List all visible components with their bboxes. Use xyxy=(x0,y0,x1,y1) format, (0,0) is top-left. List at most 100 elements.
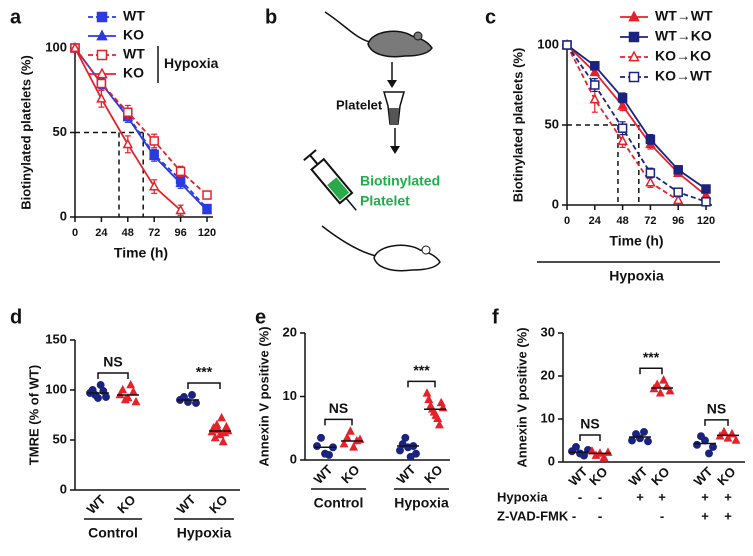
x-tick-label: WT xyxy=(691,464,716,489)
point xyxy=(69,41,81,52)
condition-sign: - xyxy=(598,508,602,523)
y-tick-label: 10 xyxy=(283,388,297,403)
significance-label: *** xyxy=(413,362,430,378)
point xyxy=(645,168,656,178)
legend-label: WT→KO xyxy=(655,28,712,44)
point xyxy=(435,419,444,429)
point xyxy=(422,388,432,397)
series-line xyxy=(566,44,679,201)
point xyxy=(562,40,572,50)
point xyxy=(659,375,669,384)
significance-bracket xyxy=(704,419,729,426)
y-tick-label: 0 xyxy=(552,196,559,211)
point xyxy=(349,442,359,451)
legend-marker xyxy=(628,31,640,43)
significance-bracket xyxy=(579,434,601,441)
y-tick-label: 50 xyxy=(53,124,67,139)
x-tick-label: 24 xyxy=(589,215,602,227)
legend-label: KO xyxy=(123,65,144,81)
condition-sign: + xyxy=(724,489,732,504)
x-tick-label: KO xyxy=(586,464,610,488)
y-tick-label: 50 xyxy=(545,116,559,131)
point xyxy=(617,93,628,103)
point xyxy=(396,446,404,455)
y-axis-label: Biotinylated platelets (%) xyxy=(510,48,525,203)
point xyxy=(342,432,352,442)
x-tick-label: WT xyxy=(84,492,109,517)
mouse-ear xyxy=(413,31,423,41)
point xyxy=(123,107,133,117)
x-tick-label: WT xyxy=(394,462,419,487)
legend-marker xyxy=(96,67,108,79)
y-tick-label: 100 xyxy=(45,381,67,396)
point xyxy=(175,177,186,188)
point xyxy=(628,436,636,445)
x-tick-label: 24 xyxy=(95,227,108,239)
point xyxy=(731,435,741,444)
arrow-head xyxy=(387,80,397,88)
y-tick-label: 20 xyxy=(541,367,555,382)
legend-group-label: Hypoxia xyxy=(164,55,219,71)
x-tick-label: 96 xyxy=(672,215,684,227)
point xyxy=(148,150,160,161)
tube-content xyxy=(389,108,399,124)
mouse-tail xyxy=(321,225,377,257)
y-tick-label: 50 xyxy=(53,431,67,446)
significance-label: NS xyxy=(103,354,122,370)
point xyxy=(589,66,601,77)
legend-marker xyxy=(628,71,640,83)
point xyxy=(128,386,138,396)
syringe xyxy=(303,149,357,211)
condition-sign: - xyxy=(660,508,664,523)
diagram-text: Platelet xyxy=(336,97,383,112)
condition-sign: - xyxy=(578,489,582,504)
x-axis-label: Time (h) xyxy=(114,245,168,261)
point xyxy=(652,379,662,388)
point xyxy=(673,165,683,175)
point xyxy=(218,436,228,446)
legend-marker xyxy=(628,50,640,62)
point xyxy=(673,187,683,197)
point xyxy=(217,412,227,422)
condition-sign: + xyxy=(724,508,732,523)
x-tick-label: KO xyxy=(714,464,738,488)
point xyxy=(644,437,652,446)
x-tick-label: WT xyxy=(174,492,199,517)
y-axis-label: Annexin V positive (%) xyxy=(514,327,529,467)
x-tick-label: KO xyxy=(648,464,672,488)
point xyxy=(192,399,200,407)
point xyxy=(122,138,134,149)
x-tick-label: 120 xyxy=(697,215,715,227)
panel-label: c xyxy=(485,6,496,28)
x-tick-label: 48 xyxy=(122,227,134,239)
significance-bracket xyxy=(324,418,353,426)
significance-label: NS xyxy=(329,400,348,416)
significance-label: *** xyxy=(643,349,660,365)
y-tick-label: 0 xyxy=(60,208,67,223)
condition-label: Z-VAD-FMK - xyxy=(497,508,576,523)
point xyxy=(672,194,684,205)
series-line xyxy=(566,44,707,203)
y-tick-label: 0 xyxy=(290,451,297,466)
x-tick-label: KO xyxy=(206,492,230,516)
significance-label: *** xyxy=(196,364,213,380)
condition-sign: + xyxy=(701,489,709,504)
point xyxy=(693,440,701,449)
significance-bracket xyxy=(407,380,436,388)
point xyxy=(424,394,434,403)
group-label: Control xyxy=(88,525,138,541)
panel-label: f xyxy=(492,306,499,328)
x-tick-label: 0 xyxy=(564,215,570,227)
condition-sign: - xyxy=(598,489,602,504)
point xyxy=(96,78,107,89)
x-tick-label: WT xyxy=(626,464,651,489)
point xyxy=(640,427,648,436)
point xyxy=(603,447,613,456)
point xyxy=(665,385,675,395)
legend-label: WT→WT xyxy=(655,8,713,24)
point xyxy=(126,379,136,389)
legend-marker xyxy=(96,49,108,61)
x-tick-label: 48 xyxy=(616,215,628,227)
mouse-tail xyxy=(324,11,371,43)
point xyxy=(701,436,709,445)
